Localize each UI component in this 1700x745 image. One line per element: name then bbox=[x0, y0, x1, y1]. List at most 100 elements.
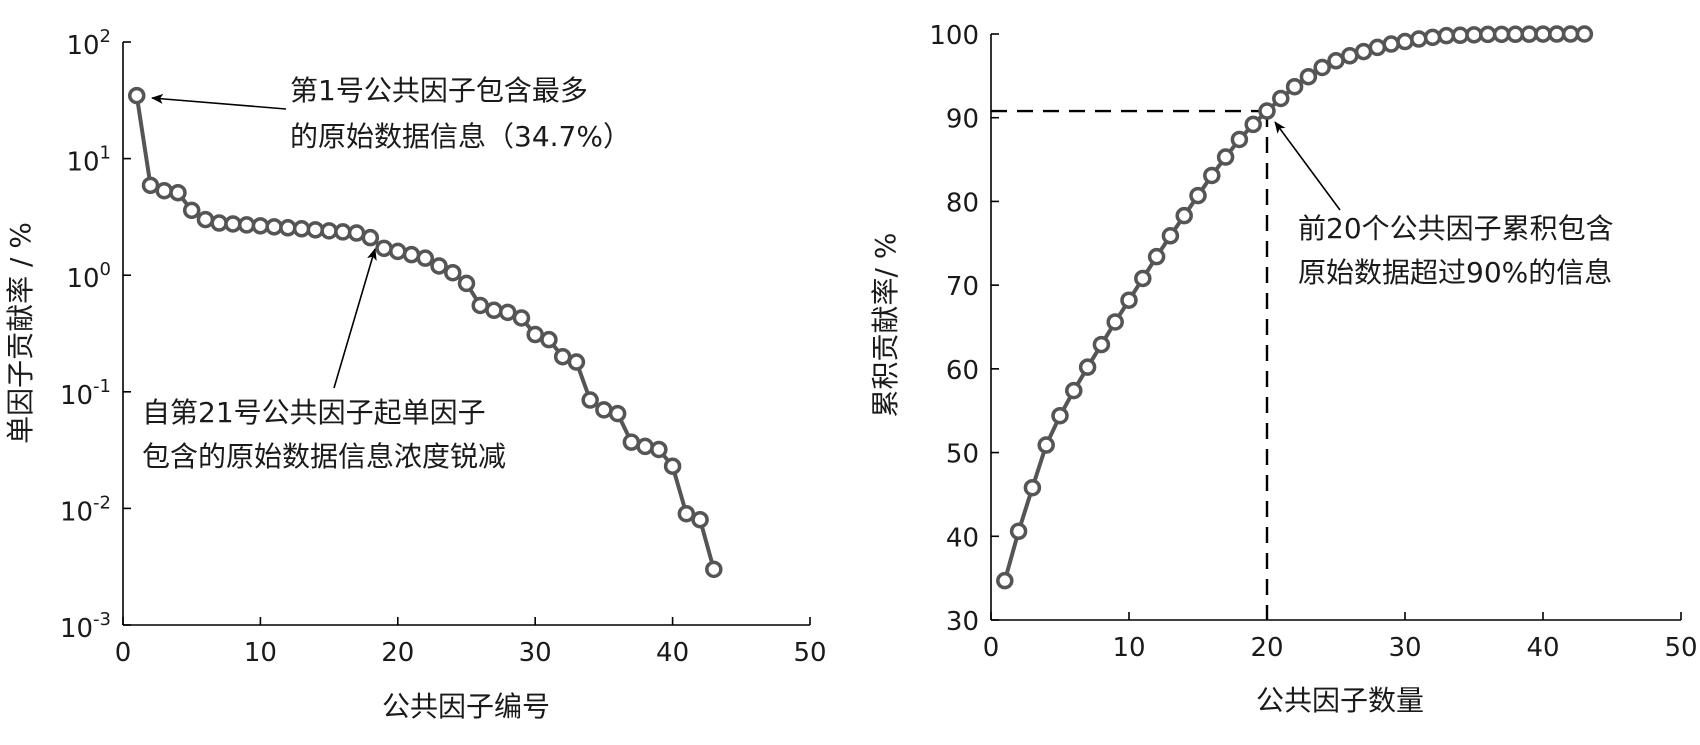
left-data-point bbox=[595, 401, 613, 419]
left-data-point bbox=[141, 176, 160, 195]
right-x-tick-label: 40 bbox=[1526, 633, 1559, 663]
left-data-point bbox=[155, 181, 173, 200]
left-data-point bbox=[650, 440, 668, 459]
left-data-point bbox=[224, 215, 242, 233]
left-annotation-1-line-2: 的原始数据信息（34.7%） bbox=[290, 120, 631, 153]
right-data-point bbox=[1561, 25, 1580, 43]
right-series-line bbox=[1002, 32, 1585, 582]
right-y-tick-label: 40 bbox=[946, 523, 979, 553]
right-axes bbox=[990, 34, 1681, 621]
right-data-point bbox=[1120, 291, 1138, 309]
left-annotation-2-line-1: 自第21号公共因子起单因子 bbox=[142, 396, 486, 429]
right-data-point bbox=[1203, 166, 1221, 185]
left-y-tick-label: 100 bbox=[66, 259, 111, 294]
right-y-axis-title: 累积贡献率/ % bbox=[869, 233, 902, 418]
right-y-tick-label: 70 bbox=[946, 272, 979, 302]
left-data-point bbox=[622, 433, 641, 451]
right-x-tick-label: 0 bbox=[983, 633, 1000, 663]
left-data-point bbox=[526, 325, 544, 344]
left-data-point bbox=[251, 217, 270, 235]
right-data-point bbox=[1244, 115, 1262, 134]
right-data-point bbox=[1230, 130, 1249, 149]
left-data-point bbox=[553, 347, 572, 366]
right-x-ticks: 0 10 20 30 40 50 bbox=[983, 612, 1698, 663]
right-data-point bbox=[1161, 227, 1180, 245]
left-annotation-1-line-1: 第1号公共因子包含最多 bbox=[290, 74, 588, 107]
right-x-tick-label: 50 bbox=[1664, 633, 1697, 663]
left-y-ticks: 10-3 10-2 10-1 100 101 102 bbox=[60, 26, 131, 644]
right-data-point bbox=[1534, 25, 1552, 43]
left-data-point bbox=[265, 218, 283, 236]
right-data-point bbox=[1368, 38, 1387, 57]
left-data-point bbox=[416, 249, 435, 267]
right-data-point bbox=[1354, 42, 1373, 61]
right-annotation-arrow bbox=[1274, 121, 1341, 211]
right-data-point bbox=[1396, 32, 1414, 51]
right-data-point bbox=[1147, 247, 1166, 266]
right-data-point bbox=[1009, 522, 1028, 541]
left-data-point bbox=[320, 222, 338, 240]
right-data-point bbox=[1092, 335, 1111, 354]
left-annotation-2-arrow bbox=[333, 248, 377, 389]
right-x-axis-title: 公共因子数量 bbox=[1256, 684, 1424, 717]
left-data-point bbox=[237, 216, 256, 234]
left-annotation-2-line-2: 包含的原始数据信息浓度锐减 bbox=[142, 440, 506, 473]
left-data-point bbox=[334, 223, 352, 241]
right-y-ticks: 30 40 50 60 70 80 90 100 bbox=[929, 21, 999, 637]
left-data-point bbox=[581, 391, 599, 409]
left-chart: 0 10 20 30 40 50 10-3 10-2 10-1 100 101 102 公共因子编号… bbox=[4, 26, 827, 723]
left-data-point bbox=[182, 201, 201, 220]
left-x-tick-label: 50 bbox=[793, 638, 826, 668]
right-data-point bbox=[1327, 52, 1345, 70]
left-x-axis-title: 公共因子编号 bbox=[382, 690, 550, 723]
right-data-point bbox=[1451, 26, 1469, 45]
right-reference-lines bbox=[991, 109, 1269, 620]
left-data-point bbox=[567, 353, 586, 371]
left-data-point bbox=[608, 404, 627, 423]
right-data-point bbox=[1023, 478, 1042, 497]
left-x-tick-label: 30 bbox=[519, 638, 552, 668]
left-data-point bbox=[471, 296, 489, 315]
left-y-tick-label: 101 bbox=[66, 143, 111, 178]
right-y-tick-label: 80 bbox=[946, 188, 979, 218]
left-x-tick-label: 10 bbox=[244, 638, 277, 668]
left-x-ticks: 0 10 20 30 40 50 bbox=[115, 617, 827, 668]
right-data-point bbox=[1575, 25, 1594, 43]
left-data-point bbox=[430, 257, 448, 275]
left-data-point bbox=[306, 221, 325, 239]
left-data-point bbox=[705, 560, 723, 579]
left-data-point bbox=[663, 457, 682, 475]
left-data-point bbox=[169, 183, 187, 202]
left-data-point bbox=[210, 214, 228, 232]
left-data-point bbox=[457, 274, 476, 293]
right-x-tick-label: 10 bbox=[1112, 633, 1145, 663]
left-data-point bbox=[485, 301, 503, 320]
right-data-point bbox=[1175, 206, 1193, 225]
left-data-point bbox=[375, 239, 393, 258]
left-x-tick-label: 0 bbox=[115, 638, 132, 668]
left-axes bbox=[122, 42, 810, 626]
left-y-axis-title: 单因子贡献率 / % bbox=[4, 222, 37, 444]
right-data-point bbox=[1299, 67, 1318, 86]
right-annotation-line-1: 前20个公共因子累积包含 bbox=[1298, 212, 1614, 245]
right-data-point bbox=[1506, 25, 1525, 44]
left-data-point bbox=[361, 228, 380, 247]
left-series-markers bbox=[127, 86, 723, 579]
left-data-point bbox=[347, 224, 366, 242]
right-data-point bbox=[1189, 186, 1207, 205]
right-data-point bbox=[1382, 35, 1400, 53]
left-data-point bbox=[279, 219, 297, 237]
left-y-tick-label: 10-3 bbox=[60, 609, 111, 644]
left-data-point bbox=[636, 437, 654, 456]
right-data-point bbox=[1492, 25, 1511, 44]
right-x-tick-label: 20 bbox=[1250, 633, 1283, 663]
left-data-point bbox=[512, 309, 531, 327]
right-y-tick-label: 90 bbox=[946, 105, 979, 135]
left-y-tick-label: 102 bbox=[66, 26, 111, 61]
left-data-point bbox=[292, 220, 311, 238]
right-data-point bbox=[1520, 25, 1538, 43]
left-data-point bbox=[444, 263, 462, 282]
right-data-point bbox=[1313, 58, 1331, 77]
right-data-point bbox=[1065, 381, 1083, 400]
right-data-point bbox=[1216, 148, 1235, 166]
